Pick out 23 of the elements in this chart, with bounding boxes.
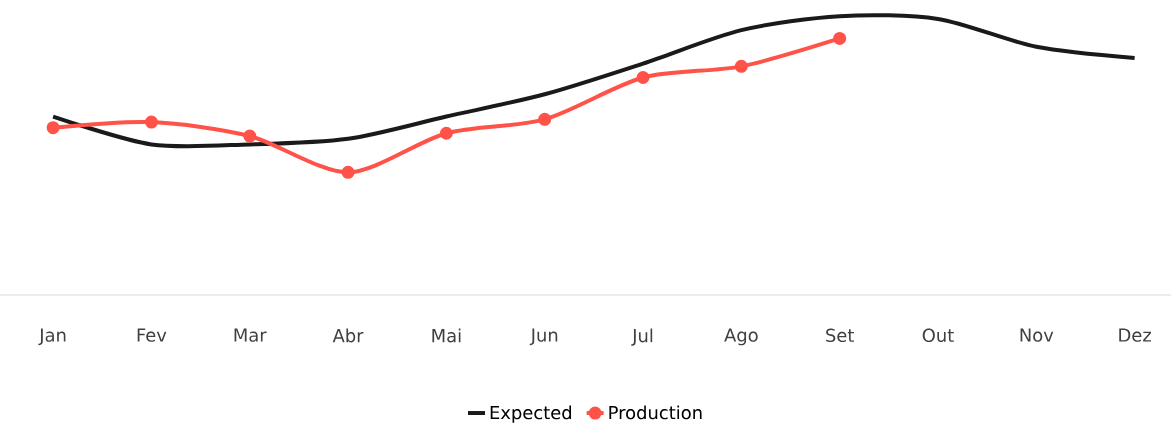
point (538, 112, 552, 126)
x-tick-label: Jan (38, 328, 66, 346)
x-tick-label: Abr (332, 328, 364, 343)
point (341, 165, 355, 179)
x-tick-label: Jul (631, 328, 653, 346)
x-tick-label: Out (922, 328, 954, 343)
point (734, 59, 748, 73)
legend-label: Production (609, 405, 702, 420)
x-tick-label: Nov (1020, 328, 1054, 342)
legend-label: Expected (490, 405, 572, 423)
point (833, 31, 847, 45)
x-tick-label: Fev (137, 328, 167, 342)
x-tick-label: Mai (432, 328, 461, 343)
x-tick-label: Ago (724, 328, 758, 346)
point (243, 129, 257, 143)
point (46, 121, 60, 135)
x-tick-label: Dez (1119, 328, 1151, 342)
point (439, 126, 453, 140)
x-tick-label: Set (826, 328, 854, 343)
x-tick-label: Jun (529, 328, 558, 346)
point (636, 71, 650, 84)
point (144, 115, 158, 129)
x-tick-label: Mar (234, 328, 267, 342)
